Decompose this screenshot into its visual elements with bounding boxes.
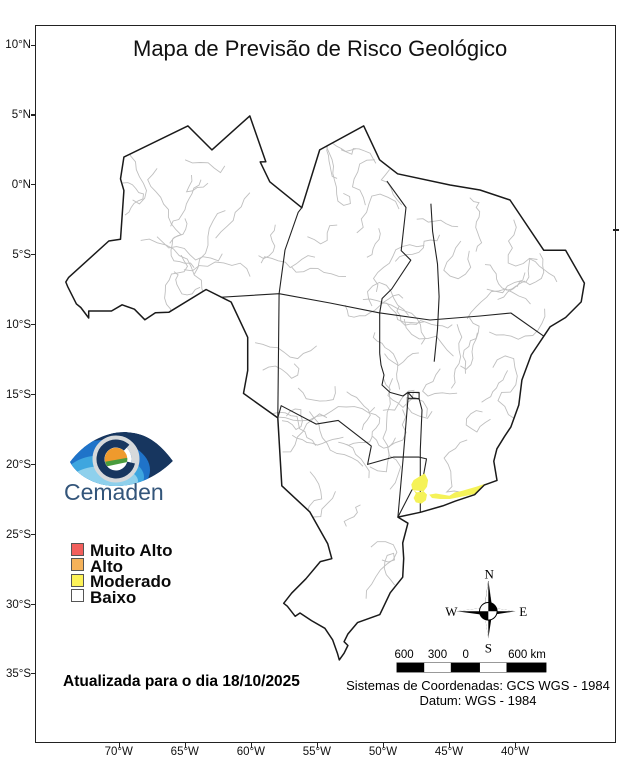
svg-text:E: E — [519, 604, 527, 619]
svg-text:300: 300 — [428, 649, 447, 661]
svg-text:S: S — [485, 640, 492, 655]
svg-text:0: 0 — [462, 649, 468, 661]
svg-text:Cemaden: Cemaden — [64, 479, 164, 505]
svg-text:W: W — [445, 604, 458, 619]
svg-text:600 km: 600 km — [508, 649, 546, 661]
svg-text:N: N — [485, 566, 495, 581]
svg-text:600: 600 — [395, 649, 414, 661]
